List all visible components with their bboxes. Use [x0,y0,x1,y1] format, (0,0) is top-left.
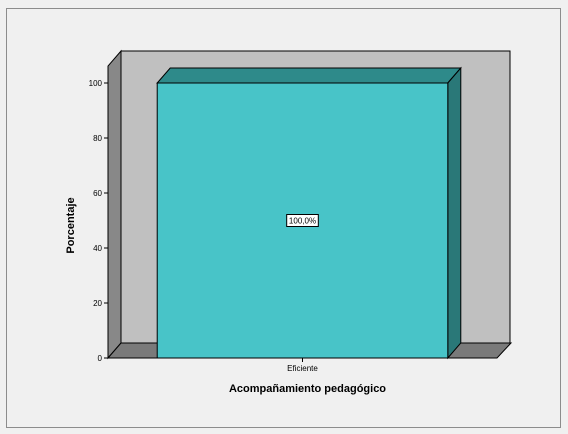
bars: 100,0% [156,66,462,360]
bar-top [156,67,462,84]
y-tick-label: 0 [98,354,103,363]
x-axis-title: Acompañamiento pedagógico [229,383,386,395]
bar-side [447,66,462,360]
y-axis-title: Porcentaje [65,197,77,253]
y-tick-label: 80 [93,134,102,143]
y-tick-label: 20 [93,299,102,308]
data-label: 100,0% [289,217,316,226]
chart-side-wall [107,49,122,360]
chart-frame: 0 20 40 60 80 100 100,0% Eficiente Porcentaje… [6,8,561,428]
y-tick-label: 60 [93,189,102,198]
x-tick-label: Eficiente [287,364,318,373]
bar: 100,0% [156,66,462,360]
bar-chart: 0 20 40 60 80 100 100,0% Eficiente Porcentaje… [65,49,513,395]
data-label-box [286,214,319,227]
y-tick-label: 40 [93,244,102,253]
y-tick-label: 100 [89,79,103,88]
x-axis-ticks: Eficiente [287,358,318,373]
y-axis-ticks: 0 20 40 60 80 100 [89,79,108,363]
